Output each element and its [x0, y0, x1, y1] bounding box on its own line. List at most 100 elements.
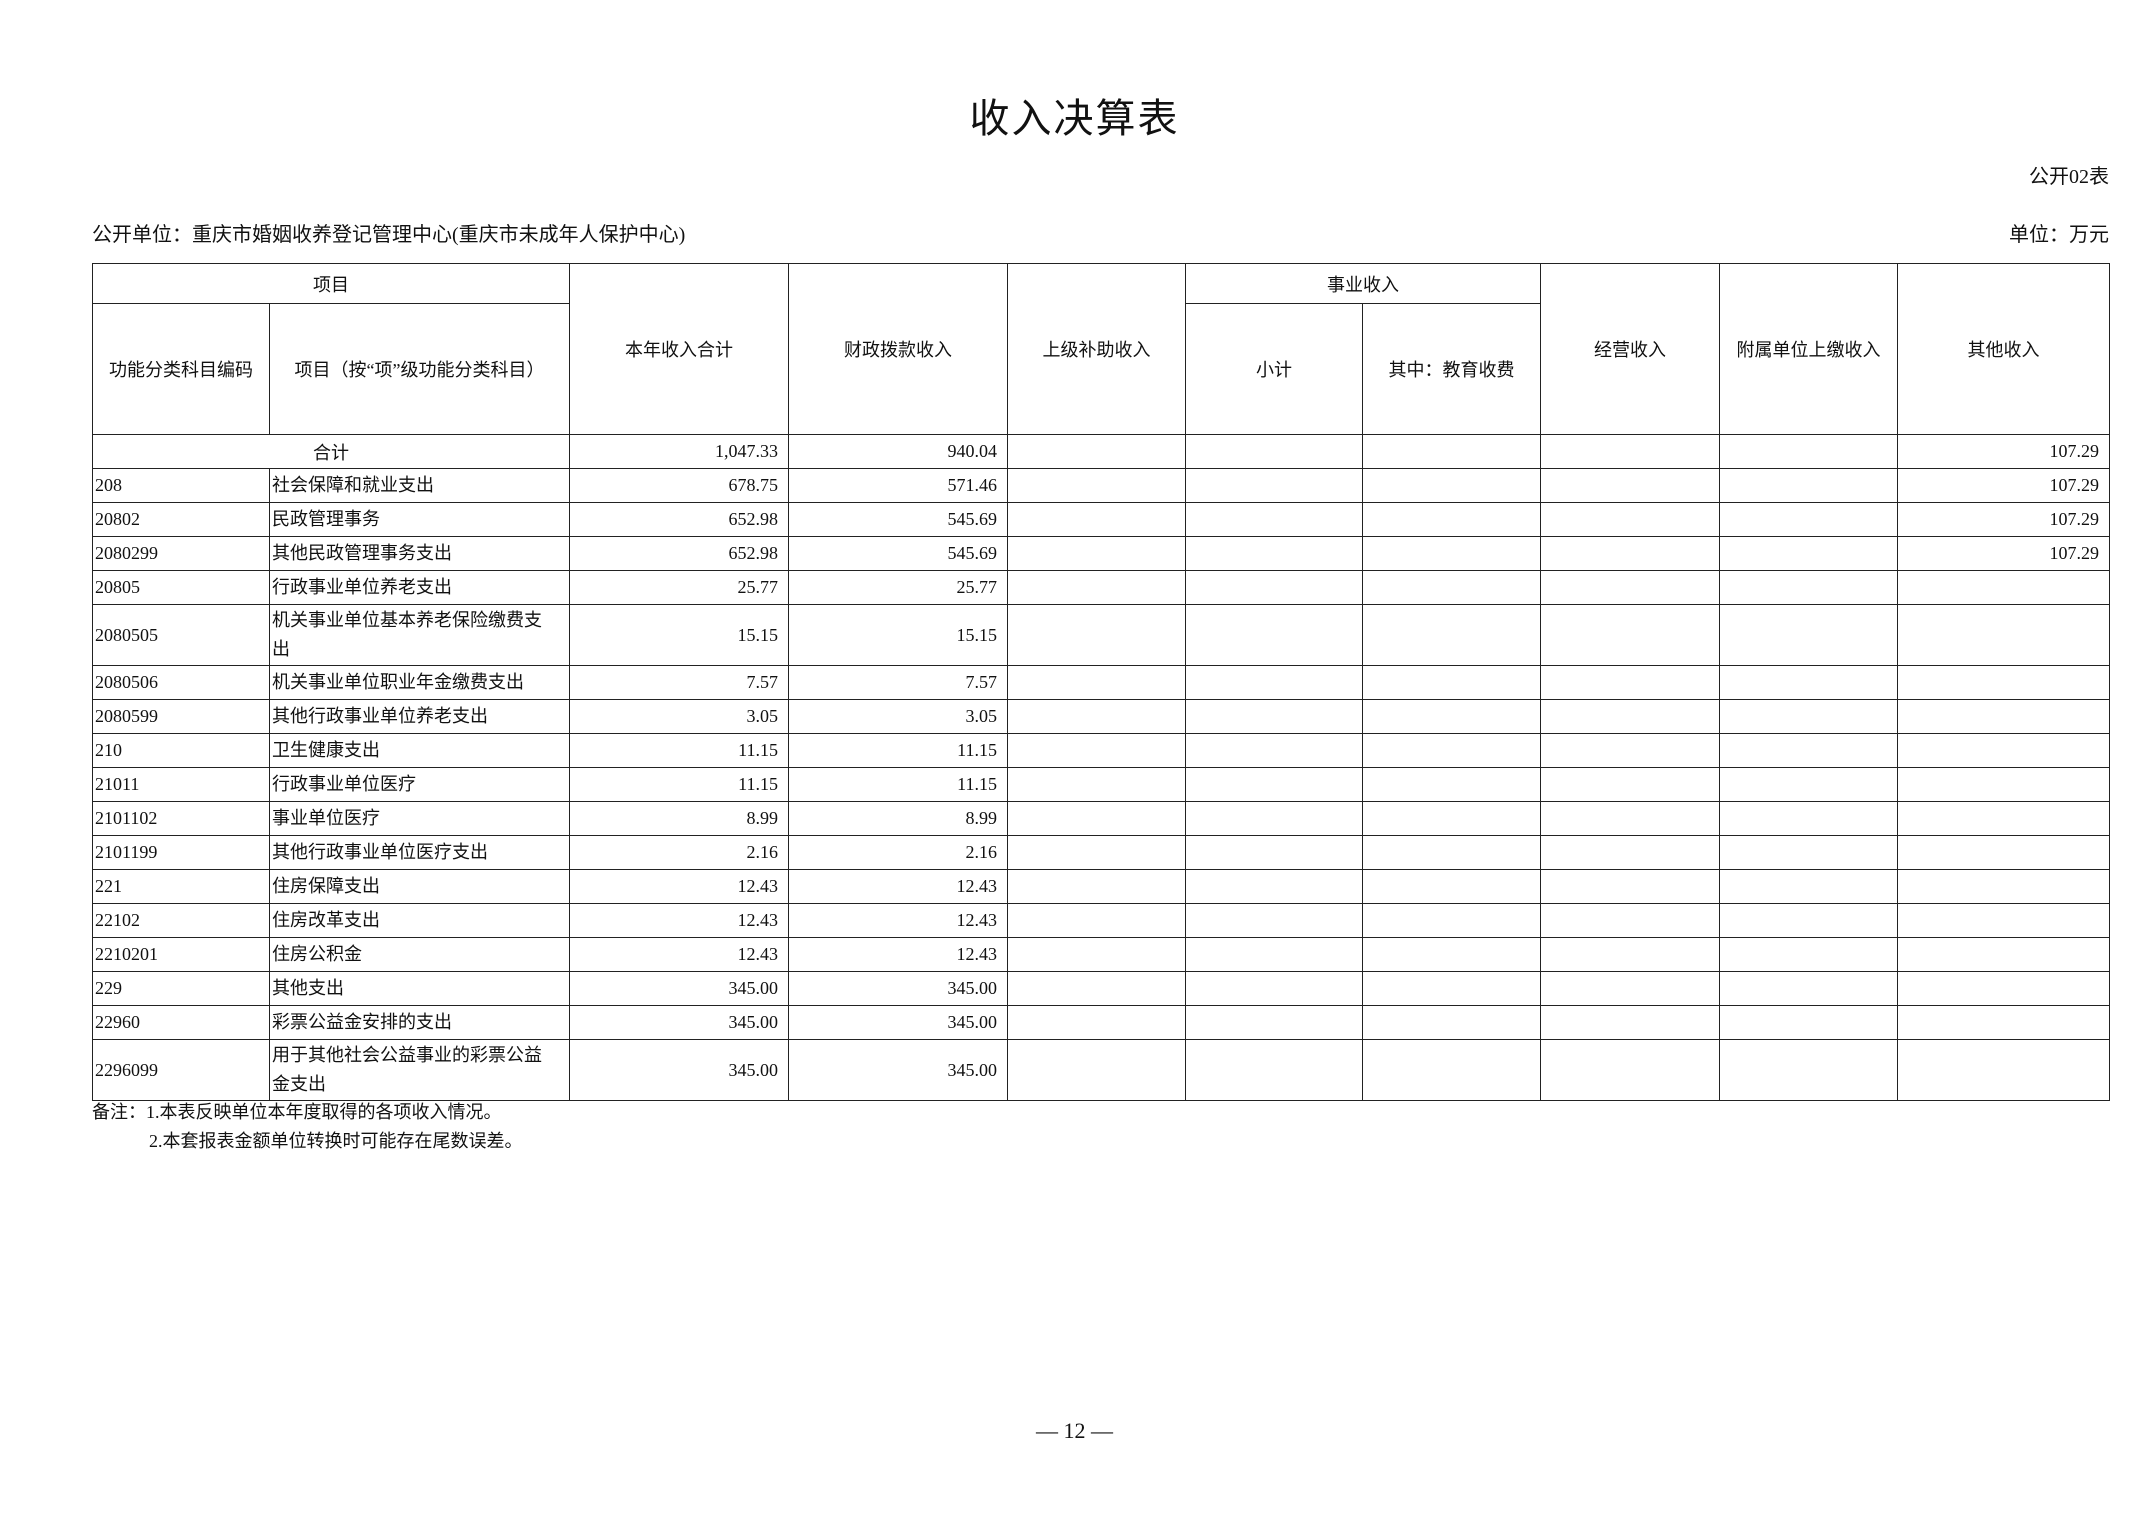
row-fiscal: 545.69 [788, 502, 1008, 537]
row-other [1897, 869, 2110, 904]
table-row: 2080599 其他行政事业单位养老支出 3.05 3.05 [92, 699, 2110, 734]
total-fiscal: 940.04 [788, 434, 1008, 469]
empty-cell [1007, 767, 1186, 802]
empty-cell [1540, 869, 1720, 904]
total-row: 合计 1,047.33 940.04 107.29 [92, 434, 2110, 469]
row-total: 3.05 [569, 699, 789, 734]
note-2: 2.本套报表金额单位转换时可能存在尾数误差。 [149, 1131, 523, 1151]
row-name: 住房改革支出 [269, 903, 570, 938]
row-code: 210 [92, 733, 270, 768]
table-row: 20805 行政事业单位养老支出 25.77 25.77 [92, 570, 2110, 605]
empty-cell [1185, 767, 1363, 802]
header-education: 其中：教育收费 [1362, 303, 1541, 435]
row-name: 卫生健康支出 [269, 733, 570, 768]
row-total: 11.15 [569, 767, 789, 802]
empty-cell [1362, 570, 1541, 605]
table-row: 22960 彩票公益金安排的支出 345.00 345.00 [92, 1005, 2110, 1040]
row-total: 12.43 [569, 869, 789, 904]
empty-cell [1362, 971, 1541, 1006]
row-name: 用于其他社会公益事业的彩票公益金支出 [269, 1039, 570, 1101]
total-total: 1,047.33 [569, 434, 789, 469]
row-code: 229 [92, 971, 270, 1006]
row-total: 2.16 [569, 835, 789, 870]
empty-cell [1362, 536, 1541, 571]
empty-cell [1719, 536, 1898, 571]
empty-cell [1719, 903, 1898, 938]
empty-cell [1185, 801, 1363, 836]
empty-cell [1185, 468, 1363, 503]
row-name: 其他行政事业单位医疗支出 [269, 835, 570, 870]
empty-cell [1540, 536, 1720, 571]
row-fiscal: 345.00 [788, 1039, 1008, 1101]
row-other [1897, 733, 2110, 768]
row-name: 其他行政事业单位养老支出 [269, 699, 570, 734]
row-total: 652.98 [569, 536, 789, 571]
empty-cell [1007, 937, 1186, 972]
total-label: 合计 [92, 434, 570, 469]
table-row: 210 卫生健康支出 11.15 11.15 [92, 733, 2110, 768]
row-fiscal: 8.99 [788, 801, 1008, 836]
table-row: 2080505 机关事业单位基本养老保险缴费支出 15.15 15.15 [92, 604, 2110, 666]
row-fiscal: 7.57 [788, 665, 1008, 700]
empty-cell [1185, 570, 1363, 605]
header-superior: 上级补助收入 [1007, 263, 1186, 435]
empty-cell [1719, 835, 1898, 870]
row-fiscal: 11.15 [788, 767, 1008, 802]
table-row: 2210201 住房公积金 12.43 12.43 [92, 937, 2110, 972]
header-code: 功能分类科目编码 [92, 303, 270, 435]
row-name: 其他支出 [269, 971, 570, 1006]
empty-cell [1007, 869, 1186, 904]
table-row: 21011 行政事业单位医疗 11.15 11.15 [92, 767, 2110, 802]
page-number: — 12 — [1036, 1418, 1113, 1443]
row-total: 345.00 [569, 1039, 789, 1101]
empty-cell [1719, 801, 1898, 836]
row-name: 行政事业单位医疗 [269, 767, 570, 802]
income-table: 项目 本年收入合计 财政拨款收入 上级补助收入 事业收入 经营收入 附属单位上缴… [92, 263, 2110, 1101]
row-name: 民政管理事务 [269, 502, 570, 537]
empty-cell [1007, 1005, 1186, 1040]
empty-cell [1719, 1039, 1898, 1101]
row-name: 社会保障和就业支出 [269, 468, 570, 503]
row-code: 2101199 [92, 835, 270, 870]
row-other [1897, 570, 2110, 605]
empty-cell [1007, 699, 1186, 734]
empty-cell [1007, 1039, 1186, 1101]
empty-cell [1362, 801, 1541, 836]
row-fiscal: 545.69 [788, 536, 1008, 571]
empty-cell [1540, 937, 1720, 972]
empty-cell [1007, 835, 1186, 870]
empty-cell [1719, 699, 1898, 734]
empty-cell [1719, 937, 1898, 972]
row-fiscal: 15.15 [788, 604, 1008, 666]
row-code: 2080599 [92, 699, 270, 734]
row-fiscal: 345.00 [788, 971, 1008, 1006]
empty-cell [1185, 835, 1363, 870]
row-fiscal: 25.77 [788, 570, 1008, 605]
empty-cell [1540, 604, 1720, 666]
row-total: 25.77 [569, 570, 789, 605]
row-total: 12.43 [569, 903, 789, 938]
empty-cell [1719, 665, 1898, 700]
empty-cell [1540, 468, 1720, 503]
note-1: 备注：1.本表反映单位本年度取得的各项收入情况。 [92, 1102, 502, 1122]
header-affiliated: 附属单位上缴收入 [1719, 263, 1898, 435]
empty-cell [1185, 699, 1363, 734]
empty-cell [1540, 971, 1720, 1006]
header-business-group: 事业收入 [1185, 263, 1541, 304]
empty-cell [1362, 937, 1541, 972]
empty-cell [1540, 835, 1720, 870]
row-total: 7.57 [569, 665, 789, 700]
empty-cell [1007, 903, 1186, 938]
header-item-group: 项目 [92, 263, 570, 304]
row-fiscal: 3.05 [788, 699, 1008, 734]
empty-cell [1719, 604, 1898, 666]
row-total: 12.43 [569, 937, 789, 972]
header-operating: 经营收入 [1540, 263, 1720, 435]
empty-cell [1362, 767, 1541, 802]
empty-cell [1007, 468, 1186, 503]
row-other: 107.29 [1897, 536, 2110, 571]
row-other: 107.29 [1897, 502, 2110, 537]
row-other [1897, 937, 2110, 972]
empty-cell [1719, 767, 1898, 802]
form-number: 公开02表 [2029, 166, 2109, 188]
